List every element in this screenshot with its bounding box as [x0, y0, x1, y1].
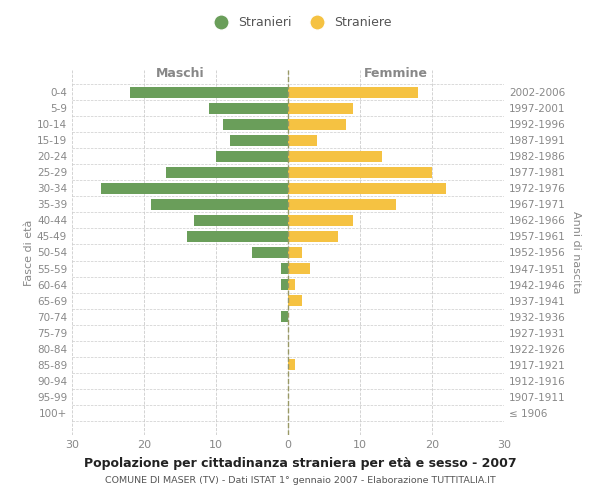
Bar: [101, 182, 288, 194]
Bar: [281, 262, 288, 274]
Bar: [187, 230, 288, 242]
Bar: [288, 150, 382, 162]
Bar: [151, 198, 288, 210]
Bar: [288, 214, 353, 226]
Bar: [288, 262, 310, 274]
Text: Maschi: Maschi: [155, 66, 205, 80]
Bar: [281, 279, 288, 290]
Bar: [288, 182, 446, 194]
Text: Popolazione per cittadinanza straniera per età e sesso - 2007: Popolazione per cittadinanza straniera p…: [83, 458, 517, 470]
Y-axis label: Fasce di età: Fasce di età: [24, 220, 34, 286]
Bar: [288, 102, 353, 114]
Legend: Stranieri, Straniere: Stranieri, Straniere: [203, 11, 397, 34]
Bar: [288, 198, 396, 210]
Text: Femmine: Femmine: [364, 66, 428, 80]
Bar: [166, 166, 288, 178]
Bar: [288, 134, 317, 146]
Bar: [209, 102, 288, 114]
Bar: [288, 295, 302, 306]
Bar: [223, 118, 288, 130]
Bar: [288, 246, 302, 258]
Text: COMUNE DI MASER (TV) - Dati ISTAT 1° gennaio 2007 - Elaborazione TUTTITALIA.IT: COMUNE DI MASER (TV) - Dati ISTAT 1° gen…: [104, 476, 496, 485]
Bar: [288, 279, 295, 290]
Bar: [216, 150, 288, 162]
Bar: [252, 246, 288, 258]
Bar: [230, 134, 288, 146]
Bar: [288, 118, 346, 130]
Bar: [288, 86, 418, 98]
Bar: [130, 86, 288, 98]
Y-axis label: Anni di nascita: Anni di nascita: [571, 211, 581, 294]
Bar: [288, 230, 338, 242]
Bar: [281, 311, 288, 322]
Bar: [288, 359, 295, 370]
Bar: [288, 166, 432, 178]
Bar: [194, 214, 288, 226]
